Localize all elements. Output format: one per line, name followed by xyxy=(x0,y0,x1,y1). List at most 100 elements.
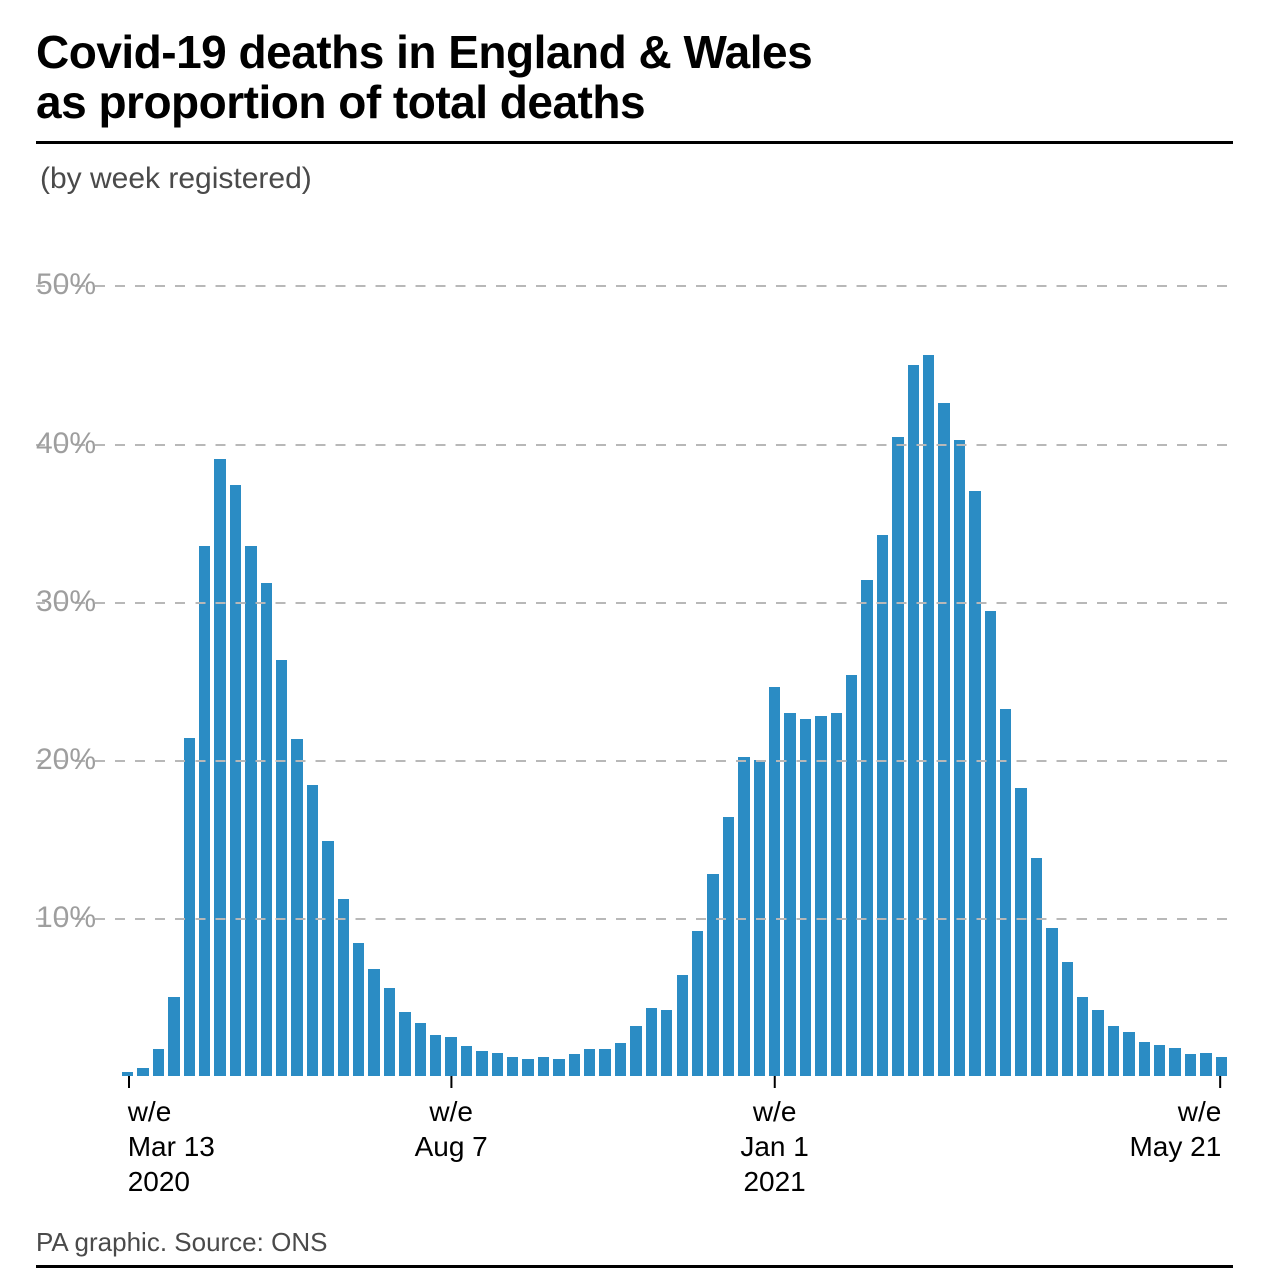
bar xyxy=(646,1008,657,1076)
x-tick-mark xyxy=(1219,1076,1221,1088)
bar xyxy=(1031,858,1042,1076)
bar xyxy=(461,1046,472,1076)
y-axis-label: 40% xyxy=(36,427,96,461)
x-axis: w/e Mar 13 2020 w/e Aug 7 w/e Jan 1 2021 w/… xyxy=(36,1076,1233,1206)
bar xyxy=(384,988,395,1077)
divider-rule-bottom xyxy=(36,1265,1233,1268)
x-tick-label: w/e Jan 1 2021 xyxy=(740,1096,809,1197)
bar xyxy=(861,580,872,1077)
bar xyxy=(923,355,934,1076)
bar xyxy=(338,899,349,1076)
bar xyxy=(1077,997,1088,1076)
bar xyxy=(153,1049,164,1076)
bar xyxy=(553,1059,564,1076)
bar xyxy=(1000,709,1011,1076)
bar xyxy=(507,1057,518,1076)
source-attribution: PA graphic. Source: ONS xyxy=(36,1227,327,1258)
x-tick-mark xyxy=(774,1076,776,1088)
bar xyxy=(908,365,919,1077)
bar xyxy=(615,1043,626,1076)
bar xyxy=(1092,1010,1103,1076)
x-tick-label: w/e Aug 7 xyxy=(415,1096,488,1162)
y-axis-label: 30% xyxy=(36,585,96,619)
bar xyxy=(677,975,688,1076)
bar xyxy=(1200,1053,1211,1077)
gridline xyxy=(36,760,1233,762)
bar xyxy=(399,1012,410,1077)
gridline xyxy=(36,918,1233,920)
bar xyxy=(1108,1026,1119,1077)
bars-container xyxy=(36,206,1233,1076)
bar xyxy=(846,675,857,1077)
bar xyxy=(1062,962,1073,1076)
x-axis-tick: w/e Mar 13 2020 xyxy=(128,1076,215,1199)
bar xyxy=(307,785,318,1076)
plot-area: 10% 20% 30% 40% 50% xyxy=(36,206,1233,1076)
bar xyxy=(522,1059,533,1076)
bar xyxy=(723,817,734,1076)
bar xyxy=(569,1054,580,1076)
bar xyxy=(368,969,379,1077)
title-line-1: Covid-19 deaths in England & Wales xyxy=(36,26,812,78)
gridline xyxy=(36,444,1233,446)
bar xyxy=(738,757,749,1077)
bar xyxy=(707,874,718,1076)
y-axis-label: 20% xyxy=(36,743,96,777)
bar xyxy=(1154,1045,1165,1077)
bar xyxy=(831,713,842,1077)
bar xyxy=(877,535,888,1076)
bar xyxy=(184,738,195,1077)
bar xyxy=(969,491,980,1076)
gridline xyxy=(36,285,1233,287)
bar xyxy=(985,611,996,1076)
bar xyxy=(784,713,795,1077)
bar xyxy=(445,1037,456,1077)
divider-rule xyxy=(36,141,1233,144)
bar xyxy=(892,437,903,1076)
bar xyxy=(938,403,949,1077)
x-axis-tick: w/e Jan 1 2021 xyxy=(740,1076,809,1199)
bar xyxy=(954,440,965,1076)
bar-chart: 10% 20% 30% 40% 50% xyxy=(36,206,1233,1076)
bar xyxy=(630,1026,641,1077)
chart-title: Covid-19 deaths in England & Wales as pr… xyxy=(36,28,1233,127)
bar xyxy=(230,485,241,1077)
x-axis-tick: w/e Aug 7 xyxy=(415,1076,488,1164)
bar xyxy=(291,739,302,1076)
x-tick-mark xyxy=(128,1076,130,1088)
bar xyxy=(168,997,179,1076)
chart-frame: Covid-19 deaths in England & Wales as pr… xyxy=(0,0,1269,1280)
x-axis-tick: w/e May 21 xyxy=(1129,1076,1221,1164)
bar xyxy=(1185,1054,1196,1076)
y-axis-label: 10% xyxy=(36,901,96,935)
y-axis-label: 50% xyxy=(36,268,96,302)
bar xyxy=(1046,928,1057,1077)
bar xyxy=(538,1057,549,1076)
chart-subtitle: (by week registered) xyxy=(40,162,1233,196)
bar xyxy=(599,1049,610,1076)
bar xyxy=(415,1023,426,1077)
bar xyxy=(199,546,210,1076)
x-tick-label: w/e May 21 xyxy=(1129,1096,1221,1162)
title-line-2: as proportion of total deaths xyxy=(36,76,645,128)
bar xyxy=(137,1068,148,1076)
bar xyxy=(692,931,703,1077)
bar xyxy=(1123,1032,1134,1076)
bar xyxy=(800,719,811,1076)
bar xyxy=(276,660,287,1076)
bar xyxy=(661,1010,672,1076)
bar xyxy=(261,583,272,1077)
bar xyxy=(353,943,364,1076)
bar xyxy=(322,841,333,1077)
x-tick-label: w/e Mar 13 2020 xyxy=(128,1096,215,1197)
bar xyxy=(1216,1057,1227,1076)
gridline xyxy=(36,602,1233,604)
bar xyxy=(245,546,256,1076)
bar xyxy=(1169,1048,1180,1076)
bar xyxy=(492,1053,503,1077)
bar xyxy=(1015,788,1026,1076)
bar xyxy=(584,1049,595,1076)
bar xyxy=(476,1051,487,1076)
bar xyxy=(815,716,826,1077)
bar xyxy=(1139,1042,1150,1077)
